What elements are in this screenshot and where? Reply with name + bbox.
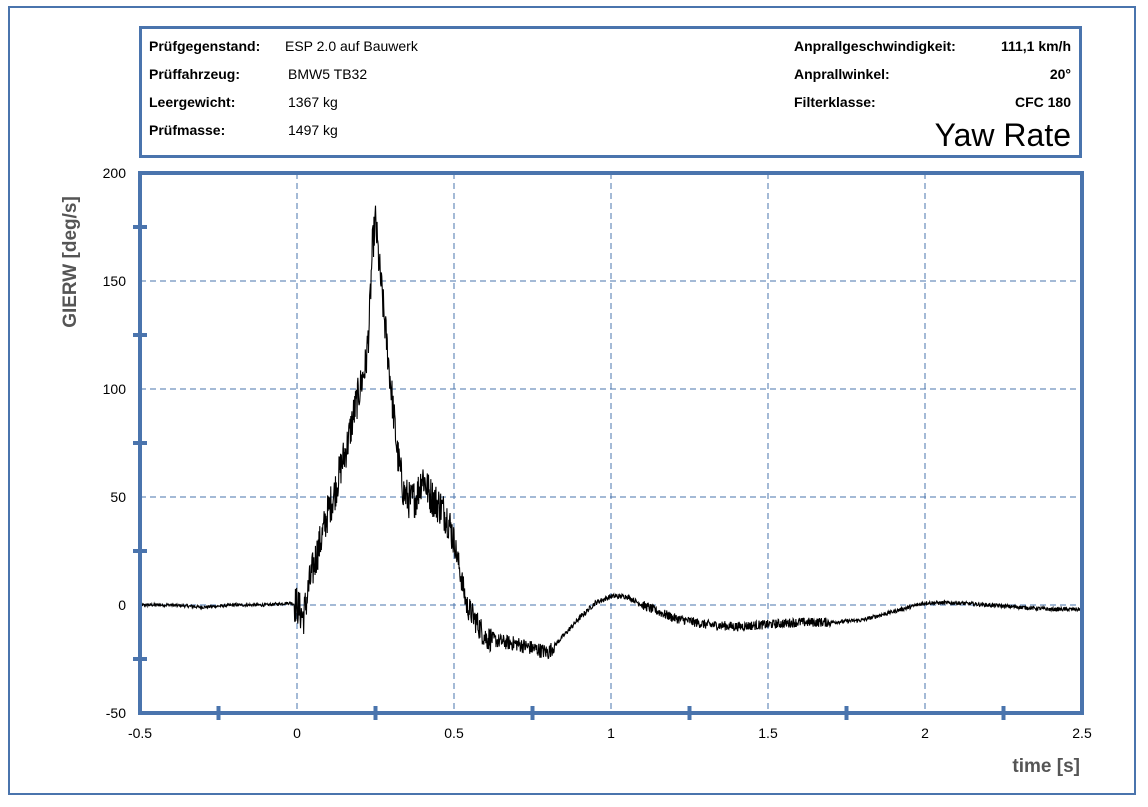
empty-weight-label: Leergewicht: [149, 94, 236, 110]
y-tick-label: -50 [106, 705, 126, 721]
y-tick-label: 200 [103, 165, 127, 181]
y-axis-title: GIERW [deg/s] [60, 196, 81, 328]
y-tick-label: 150 [103, 273, 127, 289]
filter-class-value: CFC 180 [1014, 94, 1071, 110]
x-tick-label: 1 [607, 725, 615, 741]
impact-angle-value: 20° [1049, 66, 1071, 82]
test-vehicle-value: BMW5 TB32 [288, 66, 368, 82]
impact-angle-label: Anprallwinkel: [794, 66, 890, 82]
impact-speed-value: 111,1 km/h [1000, 38, 1071, 54]
empty-weight-value: 1367 kg [288, 94, 338, 110]
x-tick-label: 2.5 [1072, 725, 1092, 741]
chart-title: Yaw Rate [934, 117, 1071, 153]
y-tick-label: 0 [118, 597, 126, 613]
test-vehicle-label: Prüffahrzeug: [149, 66, 240, 82]
y-tick-label: 50 [110, 489, 126, 505]
page-frame [8, 6, 1136, 795]
test-mass-value: 1497 kg [288, 122, 338, 138]
filter-class-label: Filterklasse: [794, 94, 876, 110]
yaw-rate-trace [139, 205, 1083, 660]
impact-speed-label: Anprallgeschwindigkeit: [794, 38, 956, 54]
y-tick-label: 100 [103, 381, 127, 397]
x-tick-label: 0.5 [444, 725, 464, 741]
test-object-value: ESP 2.0 auf Bauwerk [285, 38, 418, 54]
x-axis-title: time [s] [1012, 756, 1080, 777]
test-object-label: Prüfgegenstand: [149, 38, 261, 54]
test-mass-label: Prüfmasse: [149, 122, 226, 138]
x-tick-label: 2 [921, 725, 929, 741]
test-info-header: Prüfgegenstand: ESP 2.0 auf Bauwerk Prüf… [139, 26, 1082, 158]
x-tick-label: 1.5 [758, 725, 778, 741]
x-tick-label: 0 [293, 725, 301, 741]
x-tick-label: -0.5 [128, 725, 152, 741]
